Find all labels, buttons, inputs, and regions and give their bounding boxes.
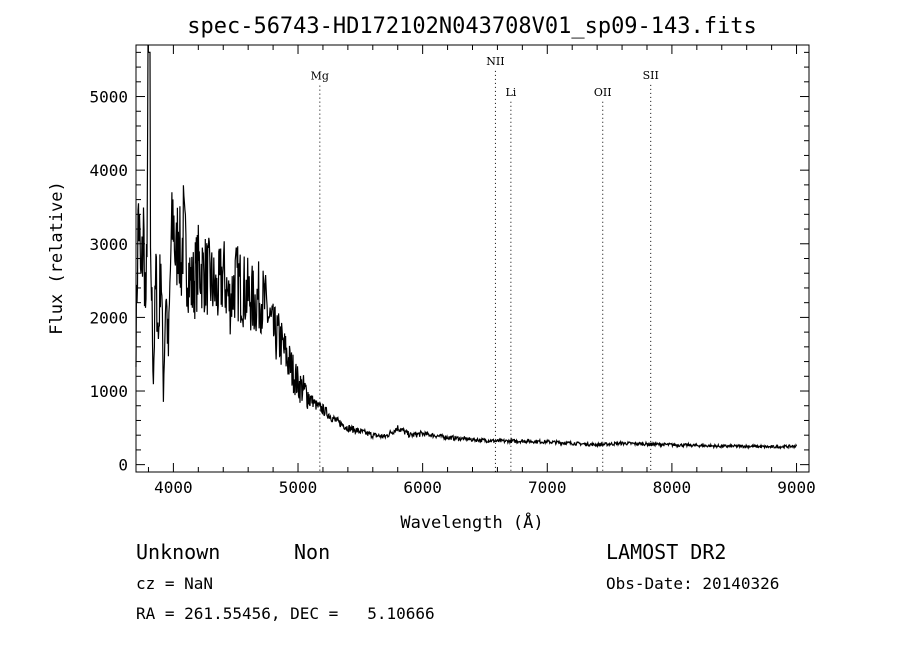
object-class: Non [294,540,330,564]
x-tick-label: 5000 [279,478,318,497]
chart-title: spec-56743-HD172102N043708V01_sp09-143.f… [187,14,757,39]
y-tick-label: 3000 [89,235,128,254]
y-tick-label: 4000 [89,161,128,180]
x-axis-label: Wavelength (Å) [400,511,543,533]
survey-name: LAMOST DR2 [606,540,726,564]
tick-labels: 4000 5000 6000 7000 8000 9000 0 1000 2000 3000 400… [89,88,815,497]
object-name: Unknown [136,540,220,564]
spectral-line-label: OII [594,86,612,99]
x-tick-label: 4000 [154,478,193,497]
spectral-line-label: NII [486,55,504,68]
x-tick-label: 8000 [653,478,692,497]
spectral-line-label: Li [505,86,516,99]
axis-ticks [136,45,809,472]
redshift-value: cz = NaN [136,574,213,593]
x-tick-label: 6000 [403,478,442,497]
y-tick-label: 0 [118,456,128,475]
y-tick-label: 5000 [89,88,128,107]
spectral-line-label: Mg [311,70,329,83]
x-tick-label: 9000 [777,478,816,497]
spectral-line-markers [319,70,652,472]
y-tick-label: 2000 [89,308,128,327]
y-tick-label: 1000 [89,382,128,401]
y-axis-label: Flux (relative) [47,181,67,335]
x-tick-label: 7000 [528,478,567,497]
coordinates: RA = 261.55456, DEC = 5.10666 [136,604,435,623]
spectral-line-labels: Mg NII Li OII SII [311,55,659,99]
observation-date: Obs-Date: 20140326 [606,574,779,593]
spectral-line-label: SII [643,69,659,82]
spectrum-line [135,44,798,450]
